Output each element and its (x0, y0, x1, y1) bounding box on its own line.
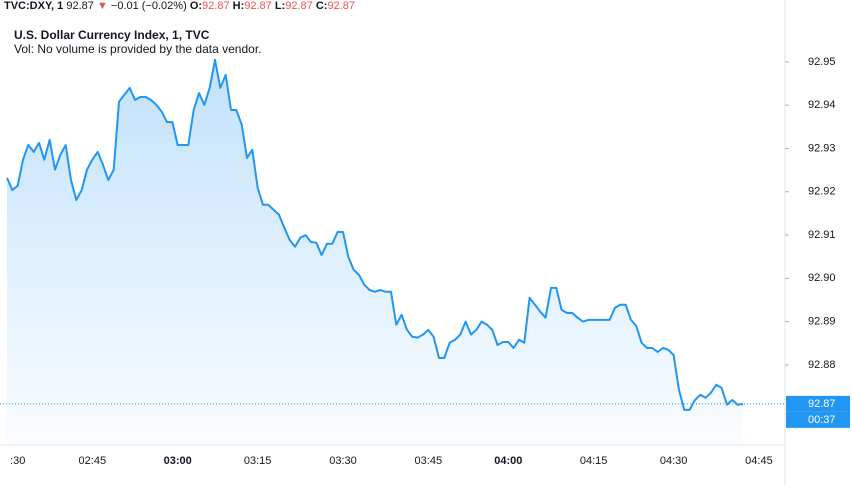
x-tick-label: 03:00 (164, 455, 192, 467)
high-label: H: (232, 0, 245, 12)
y-tick-label: 92.92 (808, 186, 836, 198)
y-tick-label: 92.88 (808, 359, 836, 371)
y-tick-label: 92.93 (808, 142, 836, 154)
last-price-box (786, 395, 850, 412)
countdown: 00:37 (808, 414, 836, 426)
last-price-label: 92.87 (808, 398, 836, 410)
area-fill (7, 59, 743, 445)
price: 92.87 (66, 0, 94, 12)
legend-header: TVC:DXY, 1 92.87 ▼ −0.01 (−0.02%) O:92.8… (4, 0, 355, 12)
x-tick-label: 03:15 (244, 455, 272, 467)
close: 92.87 (327, 0, 355, 12)
high: 92.87 (244, 0, 272, 12)
x-tick-label: 03:30 (329, 455, 357, 467)
x-tick-label: 04:30 (660, 455, 688, 467)
price-line (6, 58, 744, 411)
chart-subtitle: Vol: No volume is provided by the data v… (14, 42, 261, 56)
change: −0.01 (−0.02%) (110, 0, 187, 12)
open-label: O: (189, 0, 203, 12)
arrow: ▼ (96, 0, 108, 12)
y-tick-label: 92.89 (808, 316, 836, 328)
x-tick-label: 04:15 (580, 455, 608, 467)
x-tick-label: :30 (10, 455, 25, 467)
y-tick-label: 92.91 (808, 229, 836, 241)
x-tick-label: 04:00 (494, 455, 522, 467)
y-tick-label: 92.90 (808, 272, 836, 284)
low: 92.87 (285, 0, 313, 12)
y-tick-label: 92.94 (808, 99, 836, 111)
x-tick-label: 02:45 (79, 455, 107, 467)
countdown-box (786, 411, 850, 428)
y-tick-label: 92.95 (808, 56, 836, 68)
open: 92.87 (202, 0, 230, 12)
symbol: TVC:DXY, 1 (4, 0, 64, 12)
x-tick-label: 04:45 (745, 455, 773, 467)
chart-title: U.S. Dollar Currency Index, 1, TVC (14, 28, 210, 42)
low-label: L: (274, 0, 286, 12)
close-label: C: (315, 0, 328, 12)
x-tick-label: 03:45 (415, 455, 443, 467)
